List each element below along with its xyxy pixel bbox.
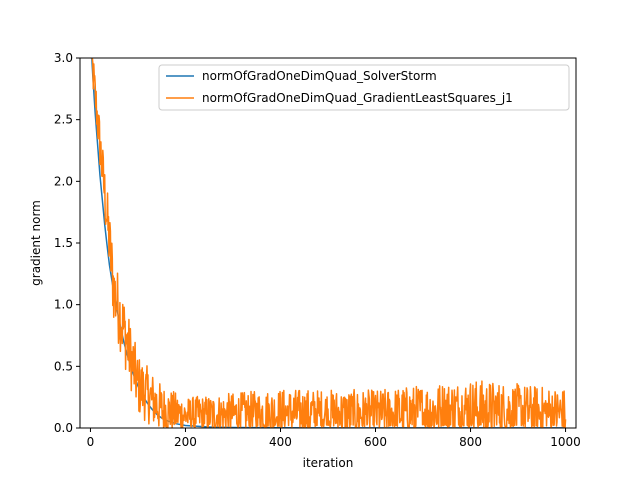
y-axis: 0.0 0.5 1.0 1.5 2.0 2.5 3.0 [54,51,80,435]
y-tick-label: 1.5 [54,236,73,250]
x-tick-label: 600 [364,435,387,449]
y-axis-label: gradient norm [29,200,43,286]
x-tick-label: 800 [459,435,482,449]
legend-frame [158,64,570,111]
x-axis: 0 200 400 600 800 1000 [87,428,581,449]
legend-label-gradientleastsquares: normOfGradOneDimQuad_GradientLeastSquare… [202,91,513,105]
y-tick-label: 0.0 [54,421,73,435]
legend-label-solverstorm: normOfGradOneDimQuad_SolverStorm [202,69,437,83]
y-tick-label: 3.0 [54,51,73,65]
y-tick-label: 2.5 [54,113,73,127]
x-tick-label: 200 [174,435,197,449]
y-tick-label: 2.0 [54,174,73,188]
legend: normOfGradOneDimQuad_SolverStorm normOfG… [158,64,570,111]
y-tick-label: 0.5 [54,359,73,373]
x-tick-label: 0 [87,435,95,449]
y-tick-label: 1.0 [54,298,73,312]
x-axis-label: iteration [303,456,354,470]
x-tick-label: 1000 [550,435,581,449]
x-tick-label: 400 [269,435,292,449]
series-line-gradientleastsquares [90,58,567,428]
axes-frame [79,57,577,429]
